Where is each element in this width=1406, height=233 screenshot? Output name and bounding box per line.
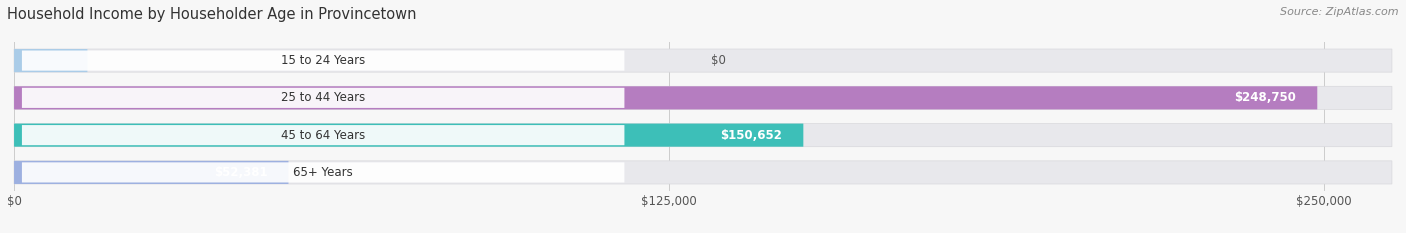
Text: $248,750: $248,750 xyxy=(1234,91,1296,104)
FancyBboxPatch shape xyxy=(14,123,1392,147)
Text: $0: $0 xyxy=(711,54,725,67)
FancyBboxPatch shape xyxy=(14,123,803,147)
FancyBboxPatch shape xyxy=(14,161,1392,184)
Text: $150,652: $150,652 xyxy=(720,129,782,142)
FancyBboxPatch shape xyxy=(22,88,624,108)
Text: 65+ Years: 65+ Years xyxy=(294,166,353,179)
FancyBboxPatch shape xyxy=(14,49,87,72)
Text: 15 to 24 Years: 15 to 24 Years xyxy=(281,54,366,67)
FancyBboxPatch shape xyxy=(14,161,288,184)
FancyBboxPatch shape xyxy=(22,162,624,182)
FancyBboxPatch shape xyxy=(14,86,1317,110)
Text: Source: ZipAtlas.com: Source: ZipAtlas.com xyxy=(1281,7,1399,17)
Text: 25 to 44 Years: 25 to 44 Years xyxy=(281,91,366,104)
FancyBboxPatch shape xyxy=(14,86,1392,110)
Text: Household Income by Householder Age in Provincetown: Household Income by Householder Age in P… xyxy=(7,7,416,22)
FancyBboxPatch shape xyxy=(22,125,624,145)
FancyBboxPatch shape xyxy=(22,51,624,71)
FancyBboxPatch shape xyxy=(14,49,1392,72)
Text: 45 to 64 Years: 45 to 64 Years xyxy=(281,129,366,142)
Text: $52,381: $52,381 xyxy=(214,166,267,179)
